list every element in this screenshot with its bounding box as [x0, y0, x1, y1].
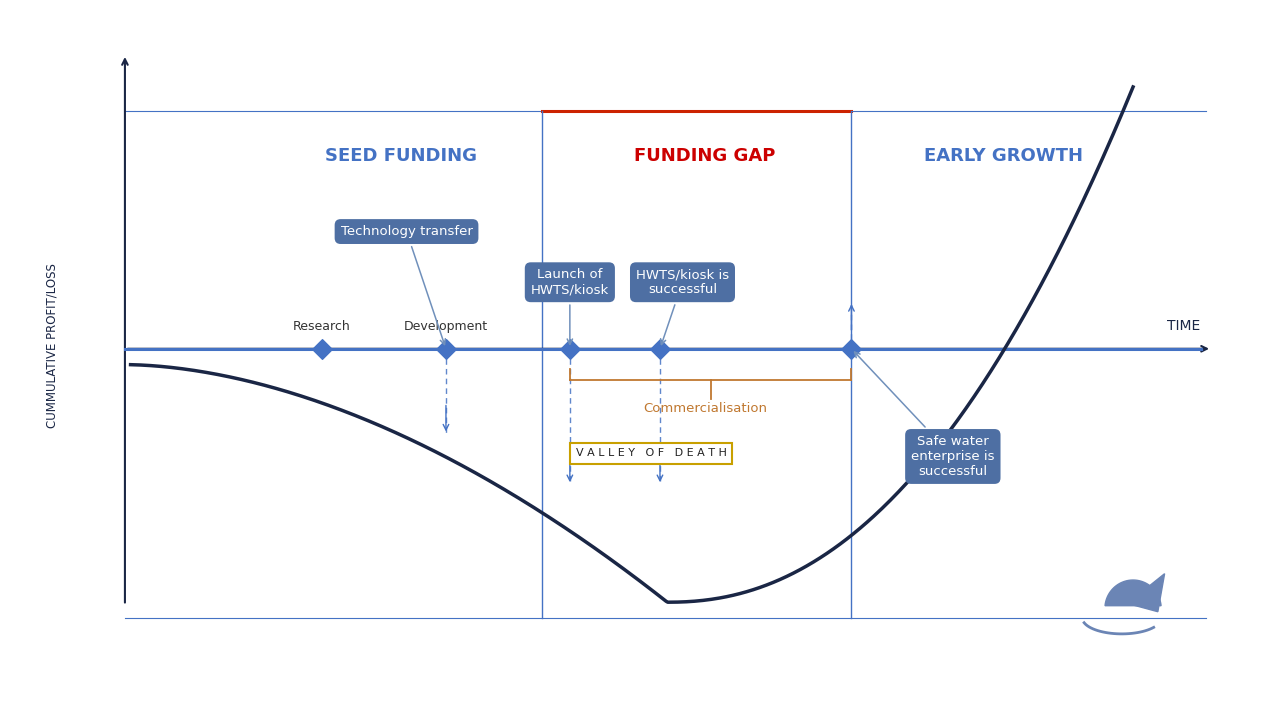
Text: HWTS/kiosk is
successful: HWTS/kiosk is successful — [636, 269, 730, 344]
Point — [841, 343, 861, 354]
Text: SEED FUNDING: SEED FUNDING — [325, 147, 477, 165]
Polygon shape — [1128, 574, 1165, 612]
Point — [435, 343, 456, 354]
Text: FUNDING GAP: FUNDING GAP — [635, 147, 776, 165]
Text: CUMMULATIVE PROFIT/LOSS: CUMMULATIVE PROFIT/LOSS — [45, 264, 58, 428]
Text: Safe water
enterprise is
successful: Safe water enterprise is successful — [855, 352, 995, 478]
Point — [650, 343, 671, 354]
Point — [312, 343, 333, 354]
Text: Technology transfer: Technology transfer — [340, 225, 472, 344]
Text: Launch of
HWTS/kiosk: Launch of HWTS/kiosk — [531, 269, 609, 344]
Polygon shape — [1105, 580, 1161, 606]
Text: Research: Research — [293, 320, 351, 333]
Text: V A L L E Y   O F   D E A T H: V A L L E Y O F D E A T H — [576, 449, 726, 459]
Text: EARLY GROWTH: EARLY GROWTH — [924, 147, 1083, 165]
Text: TIME: TIME — [1167, 319, 1201, 333]
Point — [559, 343, 580, 354]
Text: Development: Development — [404, 320, 488, 333]
Text: Commercialisation: Commercialisation — [643, 402, 767, 415]
